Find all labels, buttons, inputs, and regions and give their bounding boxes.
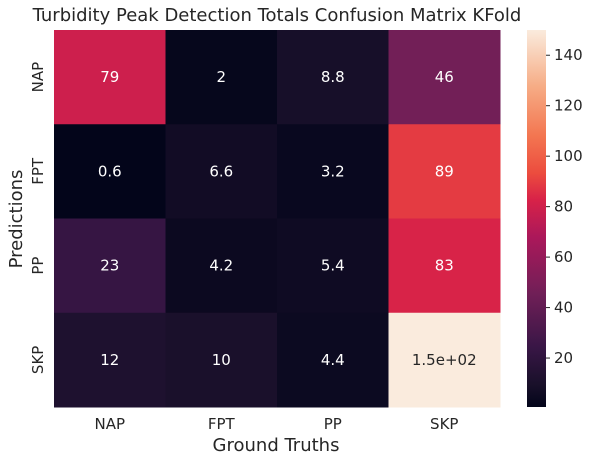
heatmap-cell-label: 4.2 (209, 257, 233, 275)
colorbar-tick-label: 20 (554, 349, 573, 367)
colorbar-tick-label: 60 (554, 248, 573, 266)
colorbar (527, 30, 546, 407)
heatmap-cell-label: 3.2 (321, 162, 345, 180)
heatmap-cell-label: 10 (212, 351, 231, 369)
heatmap-cell-label: 23 (100, 257, 119, 275)
heatmap-cell-label: 1.5e+02 (412, 351, 477, 369)
x-axis-label: Ground Truths (213, 435, 340, 456)
x-tick-label: SKP (430, 415, 458, 433)
colorbar-ticks: 20 40 60 80 100 120 140 (546, 46, 583, 367)
heatmap-cell (54, 124, 166, 219)
y-tick-label: FPT (29, 157, 47, 185)
heatmap-cell-label: 2 (216, 68, 226, 86)
colorbar-tick-label: 120 (554, 97, 583, 115)
heatmap-cell (388, 124, 501, 219)
heatmap-cell-label: 6.6 (209, 162, 233, 180)
heatmap-cell (54, 312, 166, 408)
chart-title: Turbidity Peak Detection Totals Confusio… (32, 5, 522, 26)
heatmap-cell (277, 30, 389, 125)
heatmap-cell-label: 83 (435, 257, 454, 275)
heatmap-cell-label: 8.8 (321, 68, 345, 86)
heatmap-cell-label: 5.4 (321, 257, 345, 275)
heatmap-cell (277, 218, 389, 314)
colorbar-tick-label: 40 (554, 299, 573, 317)
colorbar-tick-label: 80 (554, 198, 573, 216)
x-tick-label: FPT (208, 415, 236, 433)
y-tick-label: PP (29, 257, 47, 275)
colorbar-tick-label: 100 (554, 147, 583, 165)
heatmap-cell (54, 30, 166, 125)
heatmap-cell-label: 89 (435, 162, 454, 180)
heatmap-cell-label: 4.4 (321, 351, 345, 369)
heatmap-cell (277, 124, 389, 219)
heatmap-cell-label: 12 (100, 351, 119, 369)
y-tick-labels: NAP FPT PP SKP (29, 62, 47, 374)
heatmap-cell (54, 218, 166, 314)
heatmap-cell (165, 124, 278, 219)
heatmap-cell (165, 30, 278, 125)
heatmap-cell (277, 312, 389, 408)
heatmap-cell (165, 218, 278, 314)
y-axis-label: Predictions (6, 170, 27, 269)
x-tick-label: NAP (94, 415, 125, 433)
heatmap-cell-label: 46 (435, 68, 454, 86)
y-tick-label: SKP (29, 346, 47, 374)
heatmap-cells: 79 2 8.8 46 0.6 6.6 3.2 89 23 4.2 5.4 83 12 10 4.4 1.5e… (54, 30, 501, 408)
colorbar-tick-label: 140 (554, 46, 583, 64)
heatmap-cell (388, 312, 501, 408)
heatmap-cell-label: 79 (100, 68, 119, 86)
heatmap-cell (388, 218, 501, 314)
heatmap-cell-label: 0.6 (98, 162, 122, 180)
x-tick-label: PP (324, 415, 342, 433)
heatmap-cell (388, 30, 501, 125)
x-tick-labels: NAP FPT PP SKP (94, 415, 458, 433)
heatmap-cell (165, 312, 278, 408)
y-tick-label: NAP (29, 62, 47, 93)
